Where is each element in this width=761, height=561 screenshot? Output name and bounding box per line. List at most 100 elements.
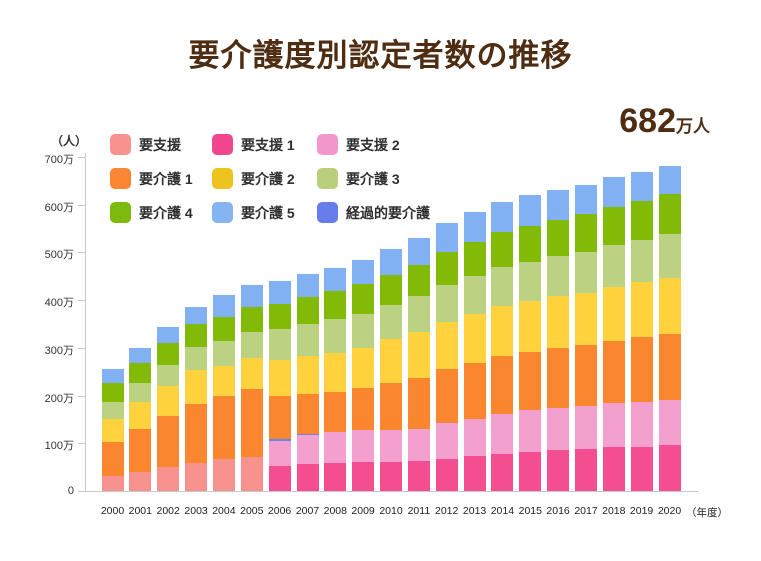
total-count-value: 682 [619, 102, 676, 140]
legend-swatch-icon [317, 202, 338, 223]
bar-segment [547, 348, 570, 408]
y-axis-line [85, 153, 86, 491]
y-axis-tick-label: 600万 [44, 201, 74, 214]
bar-segment [352, 388, 375, 430]
y-axis-tick-label: 500万 [44, 249, 74, 262]
bar-segment [491, 413, 514, 454]
bar-segment [240, 456, 263, 491]
bar-segment [491, 231, 514, 268]
bar-segment [407, 428, 430, 461]
y-axis-tick [78, 443, 85, 445]
bar-segment [157, 385, 180, 417]
bar-segment [463, 418, 486, 457]
x-axis-label: 2017 [574, 505, 598, 517]
bar-segment [212, 395, 235, 460]
bar-segment [380, 461, 402, 491]
bar-segment [129, 363, 152, 384]
bar-segment [212, 340, 235, 366]
bar-segment [658, 333, 681, 400]
bar-segment [324, 319, 347, 353]
y-axis-tick-label: 0 [67, 485, 74, 497]
x-axis-label: 2012 [435, 505, 459, 517]
bar-segment [435, 458, 458, 491]
bar-segment [129, 429, 152, 472]
bar-segment [407, 460, 430, 491]
y-axis-tick [78, 300, 85, 302]
x-axis-label: 2011 [407, 505, 431, 517]
legend-label: 要支援 2 [346, 136, 400, 153]
x-axis-label: 2005 [240, 505, 264, 517]
bar-segment [519, 225, 542, 262]
legend-label: 要介護 3 [346, 170, 400, 187]
bar-segment [435, 423, 458, 459]
bar-2019 [630, 171, 653, 491]
bar-segment [547, 189, 570, 220]
legend-swatch-icon [212, 134, 233, 155]
x-axis-unit-label: （年度） [686, 507, 728, 519]
bar-segment [352, 462, 375, 491]
bar-segment [324, 291, 347, 320]
bar-2001 [129, 348, 152, 491]
bar-segment [630, 282, 653, 338]
bar-segment [324, 463, 347, 491]
bar-segment [630, 171, 653, 201]
legend-item: 要介護 2 [212, 168, 317, 189]
bar-segment [212, 459, 235, 491]
bar-2012 [435, 223, 458, 491]
bar-2010 [380, 249, 402, 491]
bar-segment [435, 321, 458, 370]
y-axis-tick-label: 700万 [44, 154, 74, 166]
bar-segment [296, 297, 319, 325]
bar-2003 [185, 307, 208, 491]
bar-segment [324, 268, 347, 292]
bar-2018 [602, 177, 625, 491]
bar-segment [491, 453, 514, 491]
bar-segment [157, 467, 180, 491]
bar-segment [575, 185, 597, 215]
bar-segment [519, 262, 542, 302]
legend-label: 要支援 [139, 136, 181, 153]
bar-segment [658, 445, 681, 491]
bar-segment [268, 440, 291, 466]
legend-label: 要介護 1 [139, 170, 193, 187]
bar-segment [380, 304, 402, 339]
bar-segment [101, 475, 124, 491]
bar-segment [547, 256, 570, 297]
bar-segment [296, 274, 319, 298]
bar-segment [268, 281, 291, 304]
bar-2016 [547, 189, 570, 491]
bar-segment [380, 249, 402, 275]
bar-segment [324, 432, 347, 464]
bar-segment [519, 301, 542, 353]
bar-segment [602, 286, 625, 341]
bar-segment [407, 264, 430, 297]
bar-segment [519, 352, 542, 411]
legend-swatch-icon [317, 168, 338, 189]
bar-segment [296, 393, 319, 434]
bar-2009 [352, 260, 375, 491]
legend-label: 経過的要介護 [346, 204, 430, 221]
bar-2005 [240, 284, 263, 491]
bar-segment [129, 402, 152, 430]
bar-segment [658, 193, 681, 235]
bar-segment [463, 276, 486, 314]
bar-segment [101, 418, 124, 443]
y-axis-tick [78, 491, 85, 492]
bar-segment [407, 377, 430, 429]
bar-segment [463, 212, 486, 243]
bar-segment [352, 347, 375, 389]
legend-item: 要支援 2 [317, 134, 430, 155]
bar-segment [185, 369, 208, 404]
bar-segment [380, 430, 402, 462]
y-axis-tick-label: 100万 [44, 440, 74, 453]
bar-segment [407, 296, 430, 332]
bar-2000 [101, 369, 124, 491]
bar-segment [435, 223, 458, 253]
bar-segment [157, 343, 180, 366]
bar-2007 [296, 274, 319, 491]
x-axis-label: 2019 [629, 505, 654, 517]
bar-2008 [324, 268, 347, 491]
bar-segment [157, 416, 180, 468]
bar-segment [296, 464, 319, 491]
page-title: 要介護度別認定者数の推移 [188, 38, 573, 73]
